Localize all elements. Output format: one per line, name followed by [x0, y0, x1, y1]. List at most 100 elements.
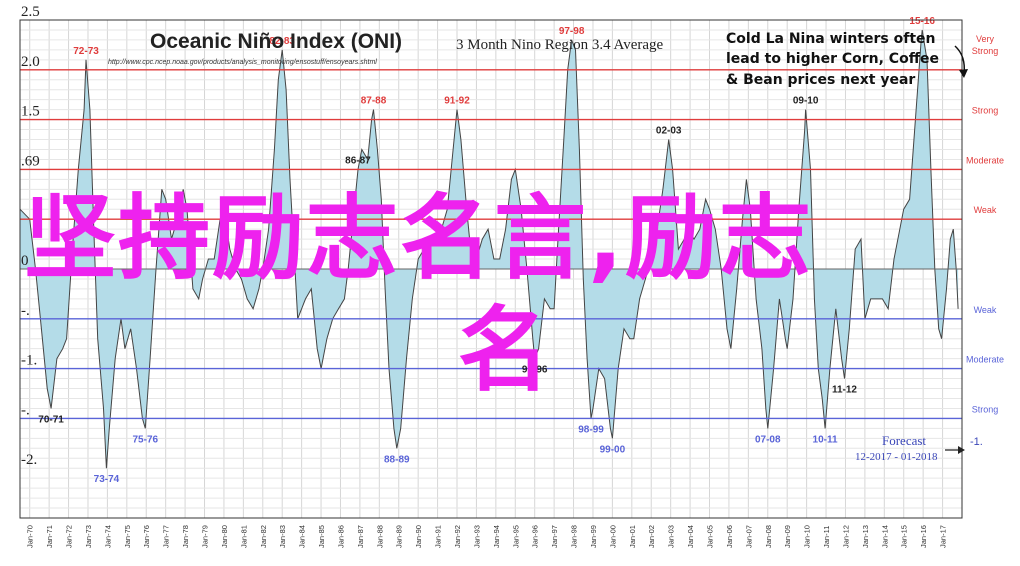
- oni-line: [19, 29, 959, 469]
- y-axis: 2.5 2.0 1.5 .69 0 -. -1. -. -2.: [21, 4, 40, 468]
- x-tick-label: Jan-04: [686, 525, 695, 548]
- source-url: http://www.cpc.ncep.noaa.gov/products/an…: [108, 59, 377, 66]
- y-tick-label: 1.5: [21, 104, 40, 120]
- event-label: 88-89: [384, 454, 410, 465]
- y-tick-label: 2.0: [21, 54, 40, 70]
- x-tick-label: Jan-82: [259, 525, 268, 548]
- threshold-label: Strong: [972, 106, 999, 116]
- callout-line-2: lead to higher Corn, Coffee: [726, 51, 939, 67]
- x-tick-label: Jan-95: [511, 525, 520, 548]
- forecast-label: Forecast: [882, 433, 926, 448]
- y-tick-label: -1.: [21, 353, 37, 369]
- x-tick-label: Jan-71: [45, 525, 54, 548]
- threshold-label: Moderate: [966, 355, 1004, 365]
- x-tick-label: Jan-07: [744, 525, 753, 548]
- y-tick-label: 0: [21, 253, 29, 269]
- x-tick-label: Jan-98: [570, 525, 579, 548]
- callout-arrowhead: [959, 69, 968, 78]
- chart-title: Oceanic Niño Index (ONI): [150, 30, 402, 53]
- threshold-label: Moderate: [966, 155, 1004, 165]
- callout-line-3: & Bean prices next year: [726, 72, 915, 88]
- threshold-lines: Very Strong Strong Moderate Weak Weak Moderate…: [20, 34, 1004, 420]
- event-label: 10-11: [813, 434, 838, 445]
- x-tick-label: Jan-03: [667, 525, 676, 548]
- x-tick-label: Jan-01: [628, 525, 637, 548]
- x-tick-label: Jan-91: [434, 525, 443, 548]
- callout-line-1: Cold La Nina winters often: [726, 31, 936, 47]
- event-label: 95-96: [522, 365, 548, 376]
- x-tick-label: Jan-99: [589, 525, 598, 548]
- x-tick-label: Jan-92: [453, 525, 462, 548]
- forecast-arrowhead: [958, 446, 965, 454]
- x-tick-label: Jan-88: [375, 525, 384, 548]
- event-label: 98-99: [578, 424, 604, 435]
- x-tick-label: Jan-13: [861, 525, 870, 548]
- x-tick-label: Jan-87: [356, 525, 365, 548]
- x-tick-label: Jan-75: [123, 525, 132, 548]
- event-label: 86-87: [345, 155, 371, 166]
- x-tick-label: Jan-81: [239, 525, 248, 548]
- x-tick-label: Jan-00: [608, 525, 617, 548]
- event-label: 99-00: [600, 444, 626, 455]
- x-tick-label: Jan-84: [298, 525, 307, 548]
- x-tick-label: Jan-70: [26, 525, 35, 548]
- event-label: 07-08: [755, 434, 781, 445]
- x-tick-label: Jan-96: [531, 525, 540, 548]
- x-tick-label: Jan-16: [919, 525, 928, 548]
- oni-area: [19, 29, 962, 469]
- threshold-label: Weak: [974, 305, 997, 315]
- event-label: 15-16: [909, 16, 935, 27]
- x-tick-label: Jan-08: [764, 525, 773, 548]
- y-tick-label: 2.5: [21, 4, 40, 20]
- event-label: 70-71: [38, 414, 64, 425]
- x-tick-label: Jan-93: [472, 525, 481, 548]
- event-label: 09-10: [793, 96, 819, 107]
- x-tick-label: Jan-10: [803, 525, 812, 548]
- forecast-value: -1.: [970, 436, 983, 448]
- x-tick-label: Jan-72: [65, 525, 74, 548]
- x-tick-label: Jan-80: [220, 525, 229, 548]
- event-label: 72-73: [73, 46, 99, 57]
- x-tick-label: Jan-83: [278, 525, 287, 548]
- x-tick-label: Jan-17: [939, 525, 948, 548]
- x-tick-label: Jan-90: [414, 525, 423, 548]
- x-tick-label: Jan-14: [880, 525, 889, 548]
- x-tick-label: Jan-89: [395, 525, 404, 548]
- x-tick-label: Jan-79: [201, 525, 210, 548]
- chart-subtitle: 3 Month Nino Region 3.4 Average: [456, 37, 664, 53]
- x-tick-label: Jan-74: [103, 525, 112, 548]
- y-tick-label: .69: [21, 153, 40, 169]
- x-tick-label: Jan-05: [706, 525, 715, 548]
- x-tick-label: Jan-97: [550, 525, 559, 548]
- x-tick-label: Jan-12: [841, 525, 850, 548]
- threshold-label: Weak: [974, 205, 997, 215]
- event-label: 91-92: [444, 96, 470, 107]
- event-label: 82-83: [269, 36, 295, 47]
- x-tick-label: Jan-77: [162, 525, 171, 548]
- y-tick-label: -.: [21, 402, 30, 418]
- x-tick-label: Jan-06: [725, 525, 734, 548]
- event-label: 73-74: [94, 474, 120, 485]
- event-label: 97-98: [559, 26, 585, 37]
- y-tick-label: -2.: [21, 452, 37, 468]
- x-tick-label: Jan-85: [317, 525, 326, 548]
- x-tick-label: Jan-09: [783, 525, 792, 548]
- threshold-label: Very: [976, 34, 995, 44]
- x-tick-label: Jan-73: [84, 525, 93, 548]
- x-tick-label: Jan-78: [181, 525, 190, 548]
- x-tick-label: Jan-15: [900, 525, 909, 548]
- threshold-label: Strong: [972, 46, 999, 56]
- x-tick-label: Jan-02: [647, 525, 656, 548]
- threshold-label: Strong: [972, 404, 999, 414]
- event-label: 11-12: [832, 385, 857, 396]
- event-annotations: 72-73 82-83 87-88 86-87 91-92 97-98 02-03 09-10…: [38, 16, 935, 485]
- x-tick-label: Jan-94: [492, 525, 501, 548]
- y-tick-label: -.: [21, 303, 30, 319]
- plot-frame: [19, 19, 963, 519]
- oni-fill: [20, 30, 959, 469]
- x-tick-label: Jan-86: [336, 525, 345, 548]
- x-tick-label: Jan-76: [142, 525, 151, 548]
- event-label: 87-88: [361, 96, 387, 107]
- event-label: 75-76: [132, 434, 158, 445]
